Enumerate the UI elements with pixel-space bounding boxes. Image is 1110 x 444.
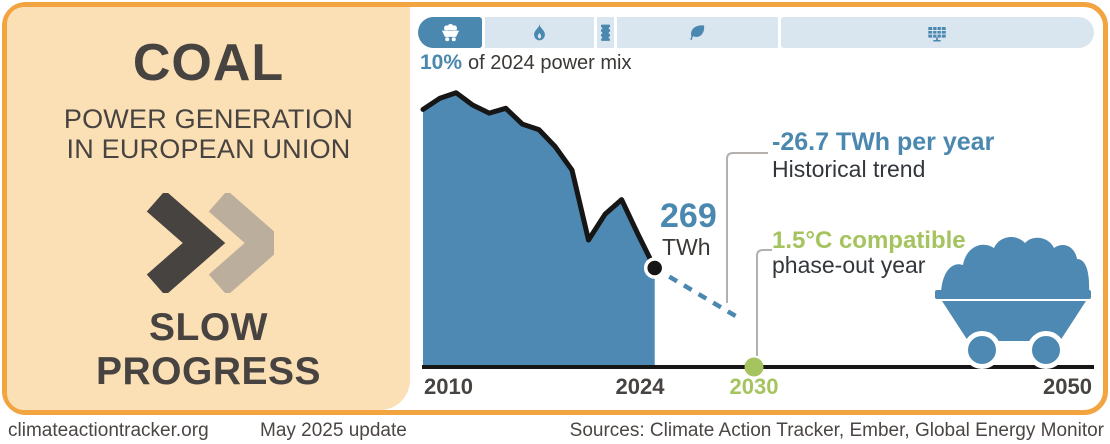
verdict-text: SLOW PROGRESS [7,306,410,394]
current-value-label: 269 [660,197,717,235]
tab-coal[interactable] [418,17,483,48]
power-mix-share: 10% of 2024 power mix [420,51,631,75]
x-tick-2030: 2030 [729,374,779,399]
tab-gas[interactable] [485,17,594,48]
compatible-title: 1.5°C compatible [772,227,966,254]
sources-credit: Sources: Climate Action Tracker, Ember, … [569,420,1104,441]
share-value: 10% [420,51,463,74]
x-tick-2024: 2024 [615,374,665,399]
power-mix-tabbar [418,17,1094,48]
page-title: COAL [132,34,285,92]
leaf-icon [687,22,708,43]
tab-bioenergy[interactable] [616,17,778,48]
verdict-line-2: PROGRESS [95,350,322,393]
left-panel: COAL POWER GENERATION IN EUROPEAN UNION … [7,7,410,410]
trend-rate-label: -26.7 TWh per year [772,128,995,156]
oil-barrel-icon [595,22,616,43]
site-url: climateactiontracker.org [8,420,209,441]
verdict-line-1: SLOW [149,306,268,349]
x-tick-2050: 2050 [1043,374,1092,399]
solar-panel-icon [926,22,948,44]
page-subtitle: POWER GENERATION IN EUROPEAN UNION [7,104,410,164]
coal-cart-icon [439,21,462,44]
tab-renewables[interactable] [780,17,1094,48]
trend-name-label: Historical trend [772,156,926,182]
current-unit-label: TWh [662,234,711,260]
double-chevron-icon [7,190,410,298]
update-date: May 2025 update [260,420,407,441]
tab-oil[interactable] [595,17,616,48]
compatible-subtitle: phase-out year [772,252,926,278]
subtitle-line-1: POWER GENERATION [63,104,354,134]
share-caption: of 2024 power mix [468,52,632,74]
x-tick-2010: 2010 [424,374,473,399]
flame-icon [529,22,550,43]
subtitle-line-2: IN EUROPEAN UNION [66,134,351,164]
